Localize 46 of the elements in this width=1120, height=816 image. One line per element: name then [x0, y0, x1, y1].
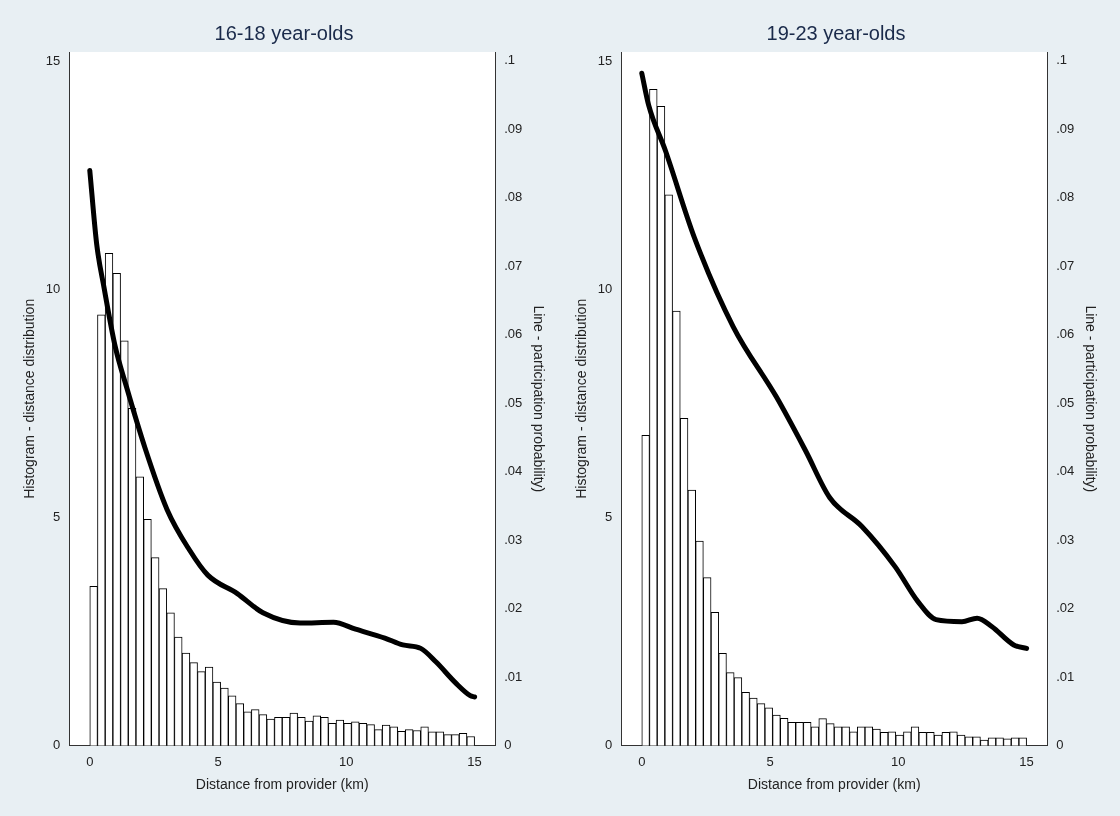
y2-tick-label: .07: [504, 257, 523, 273]
y2-tick-label: .05: [504, 394, 523, 410]
y2-tick-label: .08: [504, 189, 523, 205]
chart-title: 16-18 year-olds: [214, 21, 354, 44]
y2-tick-label: .03: [1056, 531, 1075, 547]
y-axis-title: Histogram - distance distribution: [21, 298, 38, 499]
y2-tick-label: .01: [504, 668, 523, 684]
y2-tick-label: .1: [1056, 52, 1067, 68]
y-tick-label: 0: [605, 737, 613, 753]
y2-tick-label: .02: [1056, 600, 1075, 616]
y2-tick-label: .01: [1056, 668, 1075, 684]
x-tick-label: 10: [339, 753, 354, 769]
x-tick-label: 0: [86, 753, 94, 769]
y2-axis-title: Line - participation probability): [1082, 305, 1099, 493]
y-tick-label: 5: [605, 509, 613, 525]
y-axis-title: Histogram - distance distribution: [573, 298, 590, 499]
x-axis-title: Distance from provider (km): [195, 776, 369, 793]
x-axis-title: Distance from provider (km): [747, 776, 921, 793]
y2-tick-label: .06: [504, 326, 523, 342]
y2-tick-label: .04: [1056, 463, 1075, 479]
x-tick-label: 5: [766, 753, 774, 769]
x-tick-label: 15: [467, 753, 482, 769]
y-tick-label: 15: [597, 52, 613, 68]
y2-tick-label: .09: [1056, 120, 1075, 136]
y2-axis-title: Line - participation probability): [530, 305, 547, 493]
x-tick-label: 10: [891, 753, 906, 769]
x-tick-label: 0: [638, 753, 646, 769]
y2-tick-label: .03: [504, 531, 523, 547]
x-tick-label: 5: [214, 753, 222, 769]
y2-tick-label: 0: [1056, 737, 1064, 753]
x-tick-label: 15: [1019, 753, 1034, 769]
y2-tick-label: 0: [504, 737, 512, 753]
y-tick-label: 10: [45, 280, 61, 296]
y2-tick-label: .05: [1056, 394, 1075, 410]
y-tick-label: 5: [53, 509, 61, 525]
y2-tick-label: .1: [504, 52, 515, 68]
y-tick-label: 10: [597, 280, 613, 296]
y2-tick-label: .04: [504, 463, 523, 479]
y2-tick-label: .08: [1056, 189, 1075, 205]
y-tick-label: 0: [53, 737, 61, 753]
y2-tick-label: .09: [504, 120, 523, 136]
chart-title: 19-23 year-olds: [766, 21, 906, 44]
y2-tick-label: .07: [1056, 257, 1075, 273]
y2-tick-label: .02: [504, 600, 523, 616]
y2-tick-label: .06: [1056, 326, 1075, 342]
y-tick-label: 15: [45, 52, 61, 68]
